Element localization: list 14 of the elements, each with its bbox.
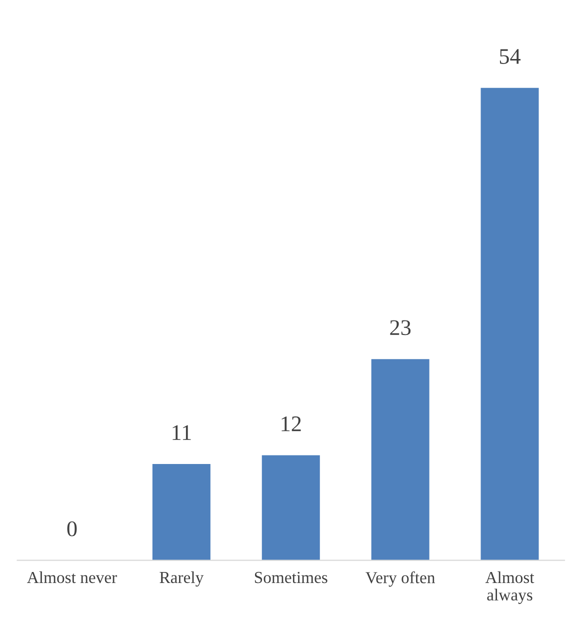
bar bbox=[371, 359, 430, 560]
bar bbox=[152, 464, 210, 560]
x-tick-label: Sometimes bbox=[254, 572, 328, 584]
bar bbox=[480, 88, 539, 560]
data-label: 0 bbox=[67, 521, 77, 536]
data-label: 11 bbox=[172, 425, 191, 440]
data-label: 54 bbox=[500, 49, 521, 64]
x-tick-label: Rarely bbox=[160, 571, 204, 587]
data-label: 23 bbox=[390, 320, 411, 336]
x-tick-label: Very often bbox=[366, 571, 436, 587]
x-tick-label: Almost always bbox=[485, 571, 534, 604]
x-tick-label: Almost never bbox=[27, 571, 117, 584]
bar bbox=[262, 455, 320, 560]
data-label: 12 bbox=[282, 416, 301, 432]
